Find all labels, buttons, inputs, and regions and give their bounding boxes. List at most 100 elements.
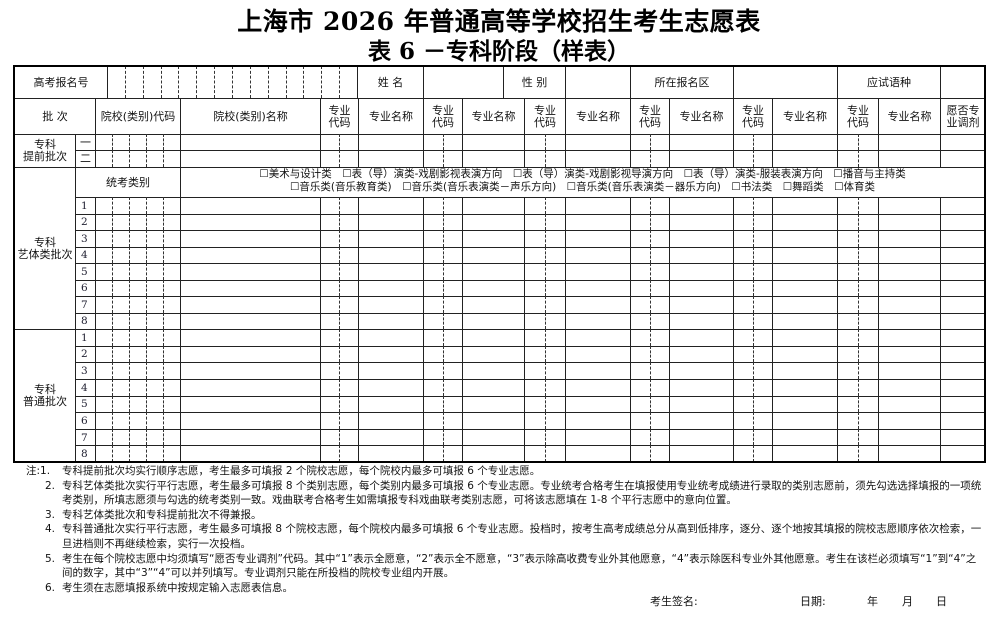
major-name-input[interactable]: [878, 428, 941, 447]
major-name-input[interactable]: [565, 378, 631, 397]
major-name-input[interactable]: [772, 329, 838, 347]
major-name-input[interactable]: [462, 134, 525, 151]
adjust-input[interactable]: [940, 230, 986, 248]
major-name-input[interactable]: [772, 296, 838, 314]
school-name-input[interactable]: [180, 263, 321, 281]
major-name-input[interactable]: [358, 329, 424, 347]
major-name-input[interactable]: [669, 279, 734, 297]
major-name-input[interactable]: [878, 412, 941, 430]
major-name-input[interactable]: [358, 412, 424, 430]
adjust-input[interactable]: [940, 213, 986, 231]
school-code-input[interactable]: [95, 134, 181, 151]
major-name-input[interactable]: [565, 362, 631, 380]
major-name-input[interactable]: [462, 345, 525, 364]
school-code-input[interactable]: [95, 412, 181, 430]
school-code-input[interactable]: [95, 150, 181, 168]
major-name-input[interactable]: [669, 412, 734, 430]
school-code-input[interactable]: [95, 445, 181, 463]
name-input[interactable]: [423, 66, 504, 99]
major-name-input[interactable]: [565, 263, 631, 281]
major-name-input[interactable]: [358, 445, 424, 463]
major-name-input[interactable]: [358, 378, 424, 397]
major-name-input[interactable]: [878, 246, 941, 264]
school-name-input[interactable]: [180, 345, 321, 364]
major-name-input[interactable]: [878, 362, 941, 380]
major-name-input[interactable]: [565, 395, 631, 414]
major-name-input[interactable]: [462, 296, 525, 314]
major-name-input[interactable]: [462, 279, 525, 297]
adjust-input[interactable]: [940, 246, 986, 264]
major-name-input[interactable]: [669, 428, 734, 447]
major-name-input[interactable]: [462, 246, 525, 264]
school-code-input[interactable]: [95, 345, 181, 364]
major-name-input[interactable]: [565, 428, 631, 447]
major-name-input[interactable]: [669, 329, 734, 347]
school-name-input[interactable]: [180, 134, 321, 151]
adjust-input[interactable]: [940, 197, 986, 215]
major-name-input[interactable]: [565, 213, 631, 231]
major-name-input[interactable]: [565, 134, 631, 151]
major-name-input[interactable]: [878, 395, 941, 414]
adjust-input[interactable]: [940, 329, 986, 347]
major-name-input[interactable]: [669, 362, 734, 380]
major-name-input[interactable]: [565, 312, 631, 330]
major-name-input[interactable]: [878, 230, 941, 248]
school-name-input[interactable]: [180, 279, 321, 297]
adjust-input[interactable]: [940, 445, 986, 463]
school-code-input[interactable]: [95, 296, 181, 314]
school-code-input[interactable]: [95, 230, 181, 248]
school-name-input[interactable]: [180, 362, 321, 380]
adjust-input[interactable]: [940, 362, 986, 380]
major-name-input[interactable]: [565, 329, 631, 347]
major-name-input[interactable]: [462, 412, 525, 430]
school-code-input[interactable]: [95, 395, 181, 414]
adjust-input[interactable]: [940, 378, 986, 397]
school-name-input[interactable]: [180, 378, 321, 397]
language-input[interactable]: [940, 66, 986, 99]
adjust-input[interactable]: [940, 345, 986, 364]
major-name-input[interactable]: [565, 197, 631, 215]
major-name-input[interactable]: [772, 445, 838, 463]
adjust-input[interactable]: [940, 312, 986, 330]
major-name-input[interactable]: [772, 362, 838, 380]
major-name-input[interactable]: [878, 378, 941, 397]
adjust-input[interactable]: [940, 134, 986, 151]
school-code-input[interactable]: [95, 378, 181, 397]
major-name-input[interactable]: [878, 279, 941, 297]
major-name-input[interactable]: [772, 279, 838, 297]
major-name-input[interactable]: [462, 230, 525, 248]
major-name-input[interactable]: [358, 230, 424, 248]
school-name-input[interactable]: [180, 312, 321, 330]
major-name-input[interactable]: [565, 279, 631, 297]
exam-category-options-line1[interactable]: ☐美术与设计类 ☐表（导）演类-戏剧影视表演方向 ☐表（导）演类-戏剧影视导演方…: [259, 168, 906, 180]
major-name-input[interactable]: [878, 213, 941, 231]
major-name-input[interactable]: [772, 395, 838, 414]
school-code-input[interactable]: [95, 263, 181, 281]
major-name-input[interactable]: [772, 134, 838, 151]
school-name-input[interactable]: [180, 230, 321, 248]
adjust-input[interactable]: [940, 395, 986, 414]
major-name-input[interactable]: [462, 213, 525, 231]
adjust-input[interactable]: [940, 150, 986, 168]
adjust-input[interactable]: [940, 263, 986, 281]
major-name-input[interactable]: [462, 395, 525, 414]
major-name-input[interactable]: [669, 395, 734, 414]
major-name-input[interactable]: [462, 362, 525, 380]
major-name-input[interactable]: [358, 246, 424, 264]
major-name-input[interactable]: [358, 150, 424, 168]
major-name-input[interactable]: [669, 150, 734, 168]
major-name-input[interactable]: [358, 362, 424, 380]
major-name-input[interactable]: [772, 412, 838, 430]
major-name-input[interactable]: [565, 445, 631, 463]
major-name-input[interactable]: [878, 296, 941, 314]
major-name-input[interactable]: [772, 213, 838, 231]
major-name-input[interactable]: [462, 329, 525, 347]
gender-input[interactable]: [565, 66, 631, 99]
major-name-input[interactable]: [358, 134, 424, 151]
major-name-input[interactable]: [772, 345, 838, 364]
major-name-input[interactable]: [462, 312, 525, 330]
school-name-input[interactable]: [180, 445, 321, 463]
major-name-input[interactable]: [669, 134, 734, 151]
major-name-input[interactable]: [772, 428, 838, 447]
major-name-input[interactable]: [462, 445, 525, 463]
